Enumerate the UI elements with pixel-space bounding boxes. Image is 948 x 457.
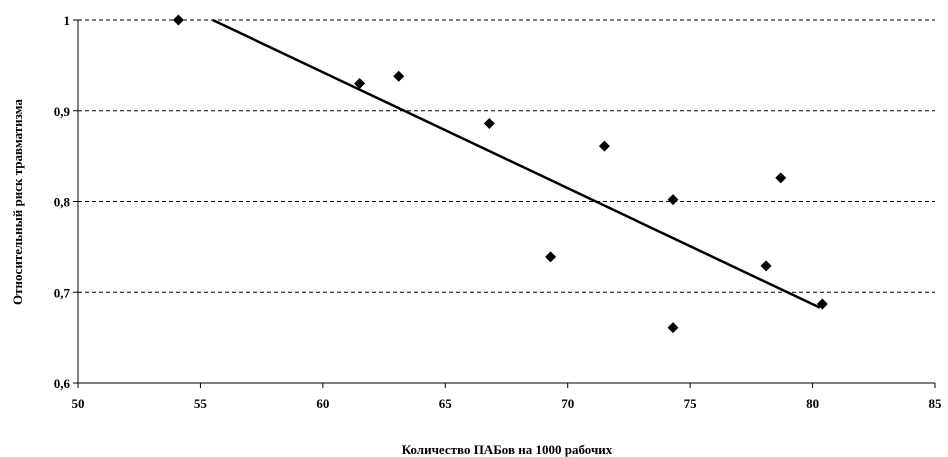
data-point-7	[667, 194, 679, 206]
data-point-0	[172, 14, 184, 26]
data-point-1	[354, 78, 366, 90]
x-tick-label-7: 85	[929, 396, 943, 411]
y-tick-label-4: 1	[64, 13, 71, 28]
x-tick-label-3: 65	[439, 396, 453, 411]
trendline-group	[212, 18, 821, 309]
x-tick-label-0: 50	[72, 396, 85, 411]
axes	[73, 19, 936, 388]
x-tick-label-1: 55	[194, 396, 208, 411]
y-tick-label-1: 0,7	[54, 285, 71, 300]
data-point-5	[598, 140, 610, 152]
data-point-6	[667, 322, 679, 334]
data-point-3	[483, 117, 495, 129]
data-point-4	[545, 251, 557, 263]
data-points	[172, 14, 828, 334]
data-point-2	[393, 70, 405, 82]
x-axis-title: Количество ПАБов на 1000 рабочих	[402, 442, 613, 457]
data-point-9	[775, 172, 787, 184]
y-axis-title: Относительный риск травматизма	[10, 99, 25, 305]
y-tick-label-3: 0,9	[54, 104, 71, 119]
tick-labels: 0,6 0,7 0,8 0,9 1 50 55 60 65 70 75 80 85	[54, 13, 942, 411]
grid-lines	[78, 19, 935, 293]
data-point-8	[760, 260, 772, 272]
y-tick-label-2: 0,8	[54, 195, 71, 210]
x-tick-label-6: 80	[806, 396, 819, 411]
y-tick-label-0: 0,6	[54, 376, 71, 391]
x-tick-label-2: 60	[316, 396, 329, 411]
x-tick-label-4: 70	[561, 396, 574, 411]
data-point-10	[816, 298, 828, 310]
x-tick-label-5: 75	[684, 396, 698, 411]
trendline	[212, 18, 821, 309]
